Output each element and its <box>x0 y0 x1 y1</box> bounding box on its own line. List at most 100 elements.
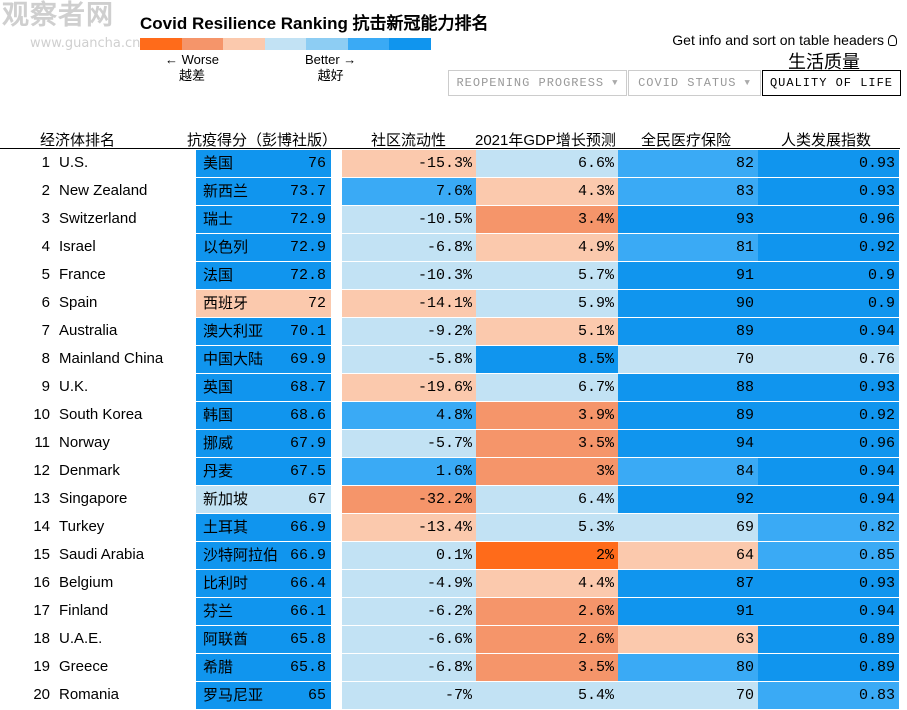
healthcare-cell: 69 <box>618 514 758 541</box>
healthcare-cell: 90 <box>618 290 758 317</box>
gdp-cell: 2.6% <box>476 626 618 653</box>
score-value: 66.1 <box>289 603 326 620</box>
country-cn-name: 韩国 <box>203 407 234 424</box>
rank-number: 2 <box>41 182 50 199</box>
header-hdi[interactable]: 人类发展指数 <box>781 132 872 149</box>
score-value: 68.7 <box>289 379 326 396</box>
score-cell: 罗马尼亚 65 <box>196 682 331 709</box>
healthcare-cell: 80 <box>618 654 758 681</box>
country-name: Romania <box>59 686 120 703</box>
tab-quality-of-life[interactable]: QUALITY OF LIFE <box>762 70 901 96</box>
table-row[interactable]: 15 Saudi Arabia 沙特阿拉伯 66.9 0.1% 2% 64 0.85 <box>0 542 900 570</box>
score-value: 72.9 <box>289 211 326 228</box>
rank-number: 19 <box>33 658 50 675</box>
score-value: 66.9 <box>289 519 326 536</box>
gdp-cell: 4.9% <box>476 234 618 261</box>
score-value: 67.5 <box>289 463 326 480</box>
gdp-cell: 3.4% <box>476 206 618 233</box>
table-row[interactable]: 13 Singapore 新加坡 67 -32.2% 6.4% 92 0.94 <box>0 486 900 514</box>
header-healthcare[interactable]: 全民医疗保险 <box>641 132 732 149</box>
healthcare-cell: 70 <box>618 346 758 373</box>
score-value: 67 <box>307 491 326 508</box>
hdi-cell: 0.92 <box>758 402 899 429</box>
score-value: 69.9 <box>289 351 326 368</box>
table-row[interactable]: 3 Switzerland 瑞士 72.9 -10.5% 3.4% 93 0.96 <box>0 206 900 234</box>
score-value: 66.9 <box>289 547 326 564</box>
table-row[interactable]: 6 Spain 西班牙 72 -14.1% 5.9% 90 0.9 <box>0 290 900 318</box>
mobility-cell: -6.8% <box>342 654 476 681</box>
mobility-cell: -9.2% <box>342 318 476 345</box>
rank-number: 5 <box>41 266 50 283</box>
hdi-cell: 0.96 <box>758 430 899 457</box>
healthcare-cell: 82 <box>618 150 758 177</box>
table-row[interactable]: 11 Norway 挪威 67.9 -5.7% 3.5% 94 0.96 <box>0 430 900 458</box>
table-row[interactable]: 1 U.S. 美国 76 -15.3% 6.6% 82 0.93 <box>0 150 900 178</box>
country-name: Saudi Arabia <box>59 546 145 563</box>
chart-title: Covid Resilience Ranking 抗击新冠能力排名 <box>140 14 489 33</box>
country-name: Finland <box>59 602 109 619</box>
score-cell: 芬兰 66.1 <box>196 598 331 625</box>
hdi-cell: 0.76 <box>758 346 899 373</box>
table-row[interactable]: 16 Belgium 比利时 66.4 -4.9% 4.4% 87 0.93 <box>0 570 900 598</box>
country-name: New Zealand <box>59 182 148 199</box>
healthcare-cell: 91 <box>618 262 758 289</box>
mobility-cell: -14.1% <box>342 290 476 317</box>
legend-worse: ← Worse 越差 <box>165 52 219 84</box>
gdp-cell: 6.6% <box>476 150 618 177</box>
table-row[interactable]: 5 France 法国 72.8 -10.3% 5.7% 91 0.9 <box>0 262 900 290</box>
score-cell: 英国 68.7 <box>196 374 331 401</box>
rank-number: 6 <box>41 294 50 311</box>
legend-swatch <box>181 38 223 50</box>
table-row[interactable]: 19 Greece 希腊 65.8 -6.8% 3.5% 80 0.89 <box>0 654 900 682</box>
tab-label: REOPENING PROGRESS <box>456 76 605 90</box>
country-name: Turkey <box>59 518 105 535</box>
score-value: 72.8 <box>289 267 326 284</box>
gdp-cell: 5.3% <box>476 514 618 541</box>
gdp-cell: 6.7% <box>476 374 618 401</box>
healthcare-cell: 92 <box>618 486 758 513</box>
rank-number: 12 <box>33 462 50 479</box>
healthcare-cell: 88 <box>618 374 758 401</box>
mobility-cell: -7% <box>342 682 476 709</box>
table-row[interactable]: 14 Turkey 土耳其 66.9 -13.4% 5.3% 69 0.82 <box>0 514 900 542</box>
country-cn-name: 新西兰 <box>203 183 249 200</box>
tab-covid-status[interactable]: COVID STATUS ▼ <box>628 70 761 96</box>
legend-swatch <box>223 38 265 50</box>
table-row[interactable]: 7 Australia 澳大利亚 70.1 -9.2% 5.1% 89 0.94 <box>0 318 900 346</box>
lightbulb-icon[interactable] <box>888 35 897 46</box>
table-row[interactable]: 18 U.A.E. 阿联酋 65.8 -6.6% 2.6% 63 0.89 <box>0 626 900 654</box>
table-row[interactable]: 4 Israel 以色列 72.9 -6.8% 4.9% 81 0.92 <box>0 234 900 262</box>
mobility-cell: -19.6% <box>342 374 476 401</box>
score-cell: 沙特阿拉伯 66.9 <box>196 542 331 569</box>
score-cell: 韩国 68.6 <box>196 402 331 429</box>
table-row[interactable]: 17 Finland 芬兰 66.1 -6.2% 2.6% 91 0.94 <box>0 598 900 626</box>
table-row[interactable]: 2 New Zealand 新西兰 73.7 7.6% 4.3% 83 0.93 <box>0 178 900 206</box>
score-value: 70.1 <box>289 323 326 340</box>
country-name: France <box>59 266 106 283</box>
tab-reopening-progress[interactable]: REOPENING PROGRESS ▼ <box>448 70 627 96</box>
rank-number: 3 <box>41 210 50 227</box>
header-gdp[interactable]: 2021年GDP增长预测 <box>475 132 616 149</box>
hdi-cell: 0.93 <box>758 570 899 597</box>
healthcare-cell: 89 <box>618 318 758 345</box>
score-value: 76 <box>307 155 326 172</box>
info-hint[interactable]: Get info and sort on table headers <box>672 32 897 48</box>
gdp-cell: 3.5% <box>476 654 618 681</box>
header-score[interactable]: 抗疫得分（彭博社版） <box>187 132 338 149</box>
legend-worse-label: ← Worse <box>165 52 219 67</box>
hdi-cell: 0.96 <box>758 206 899 233</box>
rank-number: 7 <box>41 322 50 339</box>
mobility-cell: -13.4% <box>342 514 476 541</box>
legend-better-cn: 越好 <box>317 68 344 83</box>
table-row[interactable]: 9 U.K. 英国 68.7 -19.6% 6.7% 88 0.93 <box>0 374 900 402</box>
table-row[interactable]: 10 South Korea 韩国 68.6 4.8% 3.9% 89 0.92 <box>0 402 900 430</box>
table-row[interactable]: 20 Romania 罗马尼亚 65 -7% 5.4% 70 0.83 <box>0 682 900 710</box>
table-row[interactable]: 8 Mainland China 中国大陆 69.9 -5.8% 8.5% 70 0.76 <box>0 346 900 374</box>
header-economy[interactable]: 经济体排名 <box>40 132 116 149</box>
table-row[interactable]: 12 Denmark 丹麦 67.5 1.6% 3% 84 0.94 <box>0 458 900 486</box>
header-mobility[interactable]: 社区流动性 <box>371 132 447 149</box>
gdp-cell: 5.7% <box>476 262 618 289</box>
legend-swatch <box>264 38 306 50</box>
mobility-cell: -15.3% <box>342 150 476 177</box>
score-value: 65.8 <box>289 631 326 648</box>
